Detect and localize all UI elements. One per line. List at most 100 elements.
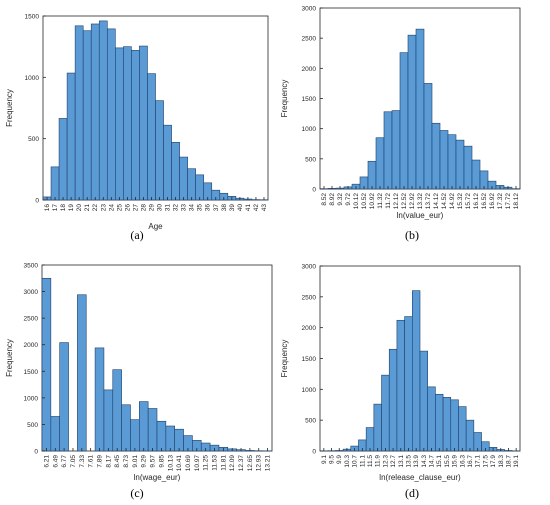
y-tick-label: 3000 [302,6,317,13]
y-tick-label: 2500 [302,36,317,43]
x-tick-label: 23 [100,204,107,212]
bar [383,111,393,190]
x-tick-label: 11.5 [367,455,374,468]
x-tick-label: 38 [221,204,228,212]
x-tick-label: 12.93 [256,455,263,472]
x-tick-label: 12.12 [393,193,400,210]
bar [147,408,158,452]
bar [59,342,69,452]
y-tick-label: 1000 [302,387,317,394]
bar [471,159,481,190]
x-tick-label: 10.97 [194,455,201,472]
y-tick-label: 1500 [302,96,317,103]
bar [131,50,140,201]
caption-b: (b) [405,228,419,242]
x-tick-label: 6.21 [43,455,50,468]
x-tick-label: 14.3 [421,455,428,468]
bar [391,110,401,190]
x-tick-label: 9.85 [158,455,165,468]
x-tick-label: 42 [253,204,260,212]
x-tick-label: 10.13 [167,455,174,472]
bar [103,389,114,452]
x-tick-label: 21 [84,204,91,212]
x-tick-label: 17.32 [497,193,504,210]
x-axis-label: ln(release_clause_eur) [379,473,461,482]
x-tick-label: 10.52 [361,193,368,210]
x-tick-label: 12.7 [390,455,397,468]
x-tick-label: 17.9 [490,455,497,468]
x-tick-label: 12.92 [409,193,416,210]
bar [367,160,377,190]
x-tick-label: 11.53 [212,455,219,471]
y-tick-label: 2500 [24,316,39,323]
x-tick-label: 13.9 [413,455,420,468]
x-tick-label: 16.92 [489,193,496,210]
x-tick-label: 8.73 [123,455,130,468]
histogram-age: 0 500 1000 1500 16 17 18 19 20 21 22 23 24 25 26 27 28 29… [5,14,269,231]
y-tick-label: 2000 [302,66,317,73]
x-tick-label: 16.52 [481,193,488,210]
bar [130,419,140,452]
x-tick-label: 12.52 [401,193,408,210]
x-tick-label: 28 [140,204,147,212]
bar [174,428,184,452]
caption-c: (c) [130,486,144,500]
bar [77,294,87,452]
x-tick-label: 10.3 [344,455,351,468]
x-tick-label: 9.01 [132,455,139,468]
x-tick-label: 14.7 [429,455,436,468]
bar [388,348,398,452]
bar [447,134,457,190]
x-tick-label: 9.5 [329,455,336,464]
x-tick-label: 10.7 [352,455,359,468]
bar [74,25,84,201]
x-tick-label: 27 [132,204,139,212]
x-tick-label: 17.72 [505,193,512,210]
x-tick-label: 11.1 [359,455,366,468]
bar [155,100,164,201]
histogram-release-clause-eur: 0 500 1000 1500 2000 2500 3000 9.1 9.5 9.9 10.3 10.… [280,264,521,482]
x-tick-label: 7.05 [70,455,77,468]
y-tick-label: 3500 [24,263,39,270]
x-tick-label: 13.21 [265,455,272,472]
bar [147,73,156,201]
bar [156,420,167,452]
x-tick-label: 22 [92,204,99,212]
x-tick-label: 16 [44,204,51,212]
y-tick-label: 2000 [302,325,317,332]
x-tick-label: 43 [261,204,268,212]
y-tick-label: 1000 [24,395,39,402]
y-tick-label: 1500 [24,369,39,376]
x-tick-label: 9.9 [336,455,343,464]
x-tick-label: 36 [205,204,212,212]
y-tick-label: 500 [305,418,316,425]
bar [58,118,68,201]
bar [373,403,382,452]
bar [98,20,108,201]
y-tick-label: 1000 [302,126,317,133]
x-tick-label: 30 [157,204,164,212]
x-tick-label: 16.12 [473,193,480,210]
bar [455,139,465,190]
y-tick-label: 2500 [302,294,317,301]
x-tick-label: 29 [148,204,155,212]
x-tick-label: 14.92 [449,193,456,210]
bar [50,166,60,201]
x-tick-label: 11.32 [377,193,384,209]
x-tick-label: 15.32 [457,193,464,210]
bar [66,72,76,201]
x-tick-label: 9.32 [337,193,344,206]
x-tick-label: 16.7 [467,455,474,468]
bar [427,386,436,452]
histogram-wage-eur: 0 500 1000 1500 2000 2500 3000 3500 6.21 6.49 6.77… [5,263,273,482]
x-tick-label: 10.69 [185,455,192,472]
y-tick-label: 1500 [25,14,40,21]
x-tick-label: 13.5 [405,455,412,468]
bar [450,399,459,452]
bar [112,369,122,452]
bar [423,83,433,190]
x-tick-label: 10.12 [353,193,360,210]
bar [463,145,473,190]
bar [121,404,131,452]
y-tick-label: 500 [28,136,39,143]
